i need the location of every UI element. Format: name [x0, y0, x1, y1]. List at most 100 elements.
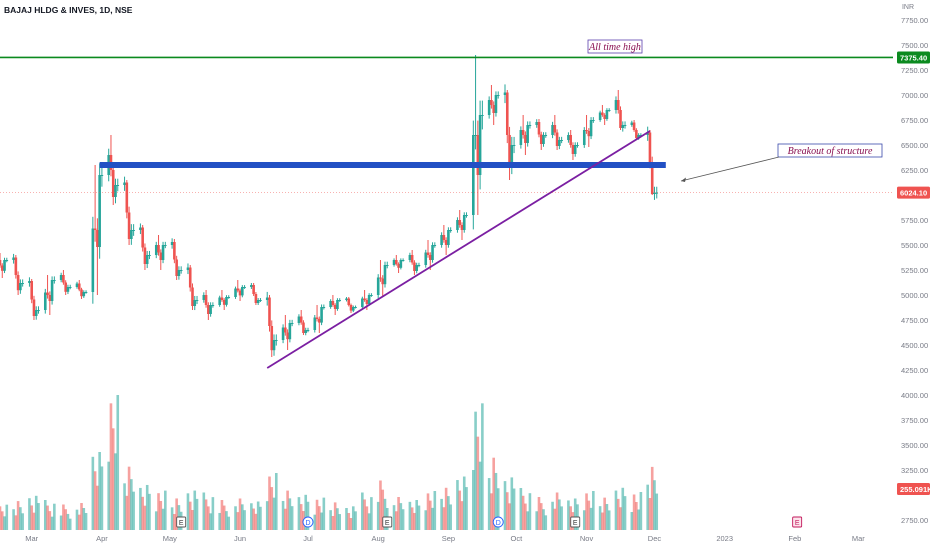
volume-bar: [19, 507, 22, 530]
volume-bar: [98, 452, 101, 530]
volume-bar: [589, 507, 593, 530]
candle-body: [510, 145, 514, 166]
candle-body: [555, 132, 559, 146]
volume-bar: [524, 503, 527, 530]
volume-bar: [616, 498, 620, 530]
volume-bar: [14, 515, 18, 530]
volume-bar: [494, 472, 498, 530]
time-tick-label: May: [163, 534, 177, 543]
candle-body: [220, 297, 224, 300]
candle-body: [503, 92, 507, 95]
candle-body: [141, 227, 144, 248]
candle-body: [111, 170, 115, 197]
candle-body: [598, 112, 602, 120]
volume-bar: [526, 511, 529, 530]
candle-body: [114, 185, 117, 197]
volume-bar: [478, 461, 482, 530]
time-tick-label: Sep: [442, 534, 455, 543]
volume-bar: [111, 428, 115, 530]
candle-body: [80, 289, 83, 297]
volume-bar: [37, 503, 40, 530]
earnings-marker: [382, 516, 393, 528]
candle-body: [116, 185, 120, 186]
volume-bar: [598, 506, 602, 530]
volume-bar: [567, 500, 570, 530]
volume-bar: [490, 493, 493, 530]
candle-body: [286, 332, 289, 340]
candle-body: [560, 140, 563, 141]
volume-bar: [465, 487, 468, 530]
annotations: All time high Breakout of structure E D E D E E: [0, 39, 893, 528]
volume-bar: [456, 480, 459, 530]
candle-body: [227, 297, 231, 298]
volume-bar: [254, 513, 258, 530]
volume-bar: [331, 516, 335, 530]
candle-body: [417, 265, 421, 266]
volume-bar: [252, 508, 255, 530]
volume-bar: [288, 498, 292, 530]
price-tags: 7375.40 6024.10 255.091K: [897, 51, 932, 495]
candle-body: [426, 252, 430, 255]
candle-body: [302, 322, 305, 333]
volume-bar: [481, 403, 484, 530]
volume-bar: [444, 487, 448, 530]
candle-body: [653, 192, 656, 195]
volume-bar: [28, 498, 31, 530]
candle-body: [148, 255, 151, 256]
volume-bar: [188, 501, 192, 530]
candle-body: [379, 277, 382, 279]
candle-body: [157, 245, 160, 253]
volume-bar: [143, 505, 147, 530]
candle-body: [12, 257, 15, 260]
volume-bar: [573, 498, 577, 530]
volume-bar: [96, 485, 99, 530]
candle-body: [521, 130, 525, 135]
candle-body: [193, 300, 197, 306]
candle-body: [288, 323, 292, 340]
candle-body: [573, 145, 577, 154]
earnings-marker: [792, 516, 803, 528]
candle-body: [62, 275, 65, 283]
last-price-tag-bg: [897, 186, 930, 199]
earnings-marker: [176, 516, 187, 528]
candle-body: [100, 175, 104, 176]
volume-tag-bg: [897, 483, 930, 495]
candle-body: [370, 295, 373, 296]
volume-bar: [646, 484, 649, 530]
volume-bar: [195, 498, 199, 530]
candle-body: [571, 145, 575, 154]
volume-bar: [3, 516, 6, 530]
volume-bar: [528, 493, 532, 530]
price-axis: 7750.00 7500.00 7250.00 7000.00 6750.00 6500.…: [901, 16, 928, 525]
volume-bar: [225, 511, 228, 530]
earnings-marker: [570, 516, 581, 528]
volume-bar: [440, 498, 443, 530]
volume-bar: [64, 509, 67, 530]
price-tick-label: 3250.00: [901, 466, 928, 475]
candle-body: [53, 280, 56, 281]
candle-body: [442, 235, 446, 240]
price-tick-label: 5500.00: [901, 241, 928, 250]
candle-body: [607, 110, 611, 111]
candle-body: [433, 245, 437, 246]
candle-body: [415, 265, 418, 271]
volume-bar: [653, 480, 656, 530]
volume-bar: [268, 476, 271, 530]
trend-line: [266, 130, 651, 369]
time-tick-label: Mar: [852, 534, 865, 543]
volume-bar: [304, 494, 308, 530]
time-tick-label: 2023: [716, 534, 733, 543]
volume-bar: [354, 511, 357, 530]
price-tick-label: 7750.00: [901, 16, 928, 25]
time-tick-label: Mar: [25, 534, 38, 543]
volume-bar: [227, 516, 231, 530]
candle-body: [551, 125, 554, 135]
candle-body: [639, 135, 643, 136]
callout-text: Breakout of structure: [788, 146, 873, 157]
volume-bar: [458, 490, 462, 530]
volume-bar: [442, 507, 446, 530]
candle-body: [252, 285, 255, 294]
volume-bar: [5, 504, 9, 530]
volume-bar: [635, 502, 638, 530]
